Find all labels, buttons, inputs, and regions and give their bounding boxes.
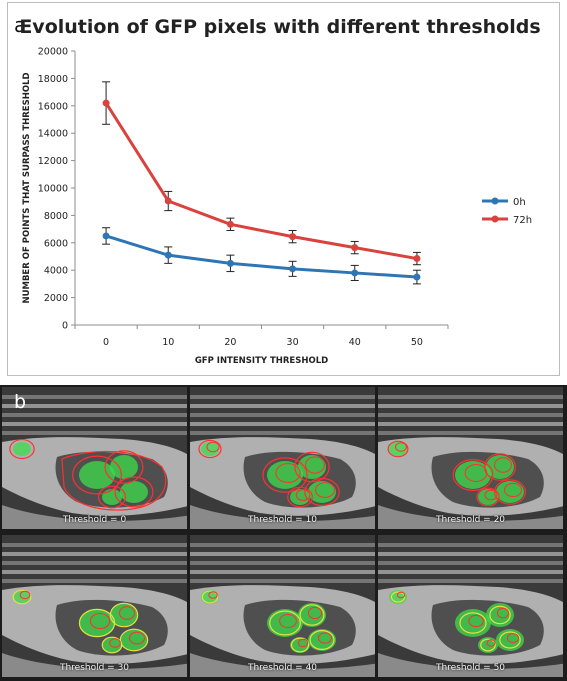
x-tick-label: 0 xyxy=(103,337,109,348)
y-tick-label: 14000 xyxy=(38,129,68,140)
data-point-0h xyxy=(351,269,359,277)
y-tick-label: 8000 xyxy=(44,211,68,222)
legend-label-0h: 0h xyxy=(513,197,526,208)
y-axis-label: NUMBER OF POINTS THAT SURPASS THRESHOLD xyxy=(22,72,32,303)
data-point-72h xyxy=(102,99,110,107)
micrograph-image xyxy=(190,387,375,529)
threshold-label: Threshold = 0 xyxy=(62,515,127,525)
micrograph-image xyxy=(2,387,187,529)
micrograph-image xyxy=(2,535,187,677)
threshold-label: Threshold = 50 xyxy=(435,663,506,673)
x-tick-label: 40 xyxy=(349,337,361,348)
series-line-72h xyxy=(104,102,418,261)
micrograph-image xyxy=(378,387,563,529)
x-tick-label: 10 xyxy=(162,337,174,348)
threshold-tile: Threshold = 40 xyxy=(190,535,375,677)
threshold-tile: Threshold = 10 xyxy=(190,387,375,529)
data-point-0h xyxy=(164,251,172,259)
chart-frame: a Evolution of GFP pixels with different … xyxy=(7,2,560,376)
panel-b-micrographs: Threshold = 0 Threshold = 10 Threshold = 2… xyxy=(0,385,567,681)
micrograph-image xyxy=(378,535,563,677)
threshold-tile: Threshold = 30 xyxy=(2,535,187,677)
legend-marker-72h xyxy=(491,215,499,223)
data-point-72h xyxy=(226,220,234,228)
threshold-tile: Threshold = 0 xyxy=(2,387,187,529)
threshold-label: Threshold = 10 xyxy=(247,515,318,525)
x-tick-label: 30 xyxy=(287,337,299,348)
panel-letter-a: a xyxy=(14,13,26,37)
threshold-tile: Threshold = 50 xyxy=(378,535,563,677)
legend-label-72h: 72h xyxy=(513,215,532,226)
panel-letter-b: b xyxy=(14,391,27,413)
chart-title: Evolution of GFP pixels with different t… xyxy=(19,16,540,38)
data-point-0h xyxy=(226,259,234,267)
micrograph-image xyxy=(190,535,375,677)
y-tick-label: 16000 xyxy=(38,101,68,112)
y-tick-label: 10000 xyxy=(38,184,68,195)
data-point-72h xyxy=(351,244,359,252)
y-tick-label: 4000 xyxy=(44,266,68,277)
threshold-label: Threshold = 20 xyxy=(435,515,506,525)
threshold-tile: Threshold = 20 xyxy=(378,387,563,529)
threshold-label: Threshold = 40 xyxy=(247,663,318,673)
y-tick-label: 0 xyxy=(62,321,68,332)
x-axis-label: GFP INTENSITY THRESHOLD xyxy=(195,356,328,366)
x-tick-label: 20 xyxy=(224,337,236,348)
y-tick-label: 6000 xyxy=(44,238,68,249)
y-tick-label: 20000 xyxy=(38,47,68,58)
threshold-label: Threshold = 30 xyxy=(59,663,130,673)
data-point-0h xyxy=(102,232,110,240)
data-point-0h xyxy=(413,273,421,281)
series-line-0h xyxy=(105,234,418,279)
y-tick-label: 18000 xyxy=(38,74,68,85)
x-tick-label: 50 xyxy=(411,337,423,348)
data-point-72h xyxy=(289,233,297,241)
panel-a: a Evolution of GFP pixels with different … xyxy=(7,2,560,376)
data-point-0h xyxy=(289,265,297,273)
data-point-72h xyxy=(164,197,172,205)
y-tick-label: 12000 xyxy=(38,156,68,167)
legend-marker-0h xyxy=(491,197,499,205)
data-point-72h xyxy=(413,255,421,263)
y-tick-label: 2000 xyxy=(44,293,68,304)
